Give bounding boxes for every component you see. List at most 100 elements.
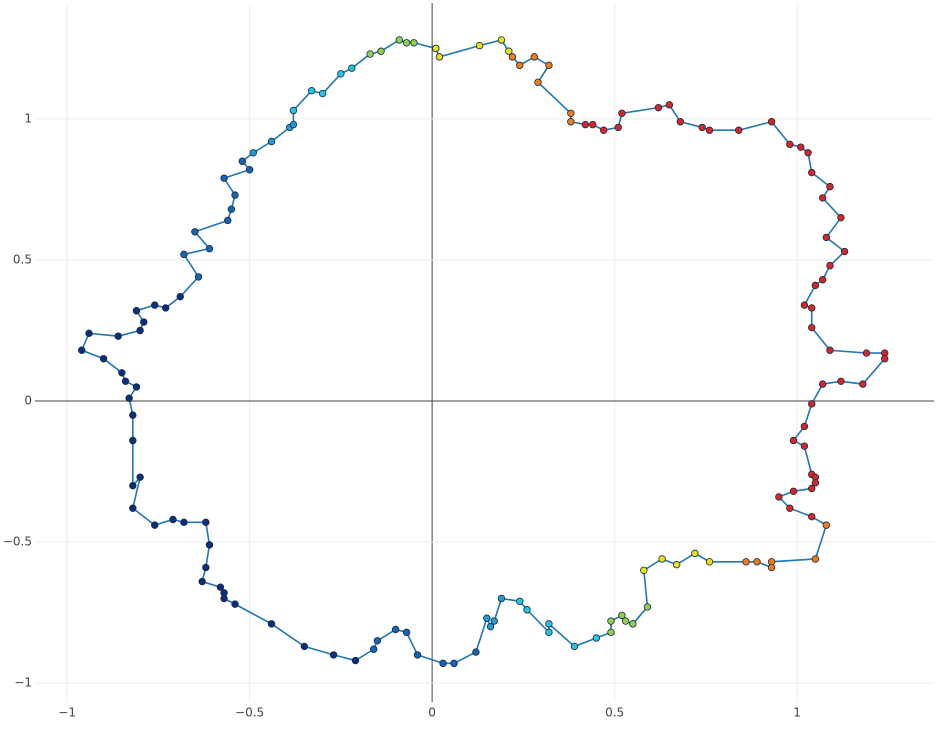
x-tick-label: −0.5: [235, 706, 264, 720]
marker: [136, 326, 144, 335]
marker: [862, 349, 871, 357]
marker: [216, 583, 225, 591]
marker: [129, 504, 137, 512]
marker: [567, 118, 575, 126]
marker: [775, 493, 783, 501]
marker: [545, 61, 553, 70]
marker: [140, 318, 148, 326]
marker: [483, 614, 491, 622]
marker: [289, 120, 298, 129]
marker: [413, 651, 422, 659]
marker: [191, 228, 199, 236]
marker: [238, 157, 247, 165]
marker: [545, 620, 553, 628]
marker: [811, 281, 820, 290]
marker: [220, 589, 228, 597]
marker: [194, 273, 203, 281]
marker: [129, 436, 137, 445]
marker: [523, 606, 531, 614]
marker: [99, 355, 108, 363]
marker: [516, 61, 524, 70]
marker: [472, 648, 480, 656]
marker: [410, 39, 418, 47]
marker: [811, 479, 820, 487]
marker: [811, 555, 820, 563]
marker: [592, 634, 601, 642]
marker: [136, 473, 144, 481]
marker: [125, 394, 133, 402]
marker: [808, 323, 816, 332]
marker: [545, 628, 553, 637]
x-tick-label: 1: [793, 706, 801, 720]
marker: [786, 140, 794, 149]
marker: [402, 39, 411, 47]
marker: [370, 645, 378, 653]
marker: [881, 355, 889, 363]
marker: [391, 625, 400, 634]
marker: [581, 120, 590, 129]
y-tick-label: −1: [14, 676, 32, 690]
marker: [808, 304, 816, 312]
marker: [395, 36, 403, 44]
marker: [705, 558, 714, 566]
marker: [176, 292, 184, 301]
marker: [822, 521, 831, 529]
marker: [607, 628, 615, 637]
marker: [180, 518, 188, 527]
marker: [808, 512, 816, 521]
marker: [475, 41, 484, 50]
marker: [705, 126, 714, 134]
x-tick-label: 0.5: [605, 706, 624, 720]
marker: [859, 380, 867, 388]
marker: [508, 53, 517, 61]
marker: [224, 216, 232, 225]
marker: [534, 78, 542, 86]
marker: [789, 436, 798, 445]
marker: [818, 194, 827, 202]
marker: [629, 620, 637, 628]
marker: [151, 521, 159, 529]
marker: [198, 577, 206, 586]
marker: [808, 168, 816, 177]
marker: [621, 617, 630, 625]
marker: [366, 50, 374, 58]
marker: [227, 205, 236, 213]
marker: [640, 566, 648, 574]
marker: [691, 549, 699, 558]
marker: [643, 603, 652, 611]
marker: [78, 346, 86, 354]
marker: [800, 301, 809, 309]
marker: [351, 656, 360, 665]
marker: [439, 659, 447, 668]
marker: [373, 637, 382, 645]
marker: [85, 329, 93, 338]
marker: [618, 109, 626, 117]
marker: [432, 44, 440, 53]
marker: [767, 118, 776, 126]
marker: [735, 126, 743, 134]
marker: [742, 558, 750, 566]
marker: [307, 87, 316, 95]
marker: [231, 600, 239, 608]
marker: [402, 628, 411, 637]
marker: [800, 422, 809, 431]
marker: [300, 642, 309, 651]
marker: [767, 563, 776, 572]
marker: [840, 247, 849, 256]
marker: [435, 53, 444, 61]
marker: [497, 36, 506, 44]
y-tick-label: 1: [24, 111, 32, 125]
marker: [599, 126, 608, 134]
marker: [658, 555, 666, 563]
marker: [169, 515, 177, 524]
marker: [129, 481, 137, 490]
marker: [497, 594, 506, 603]
marker: [132, 383, 141, 391]
marker: [114, 332, 122, 340]
marker: [567, 109, 575, 117]
marker: [231, 191, 239, 199]
y-tick-label: 0.5: [13, 252, 32, 266]
marker: [808, 400, 816, 408]
